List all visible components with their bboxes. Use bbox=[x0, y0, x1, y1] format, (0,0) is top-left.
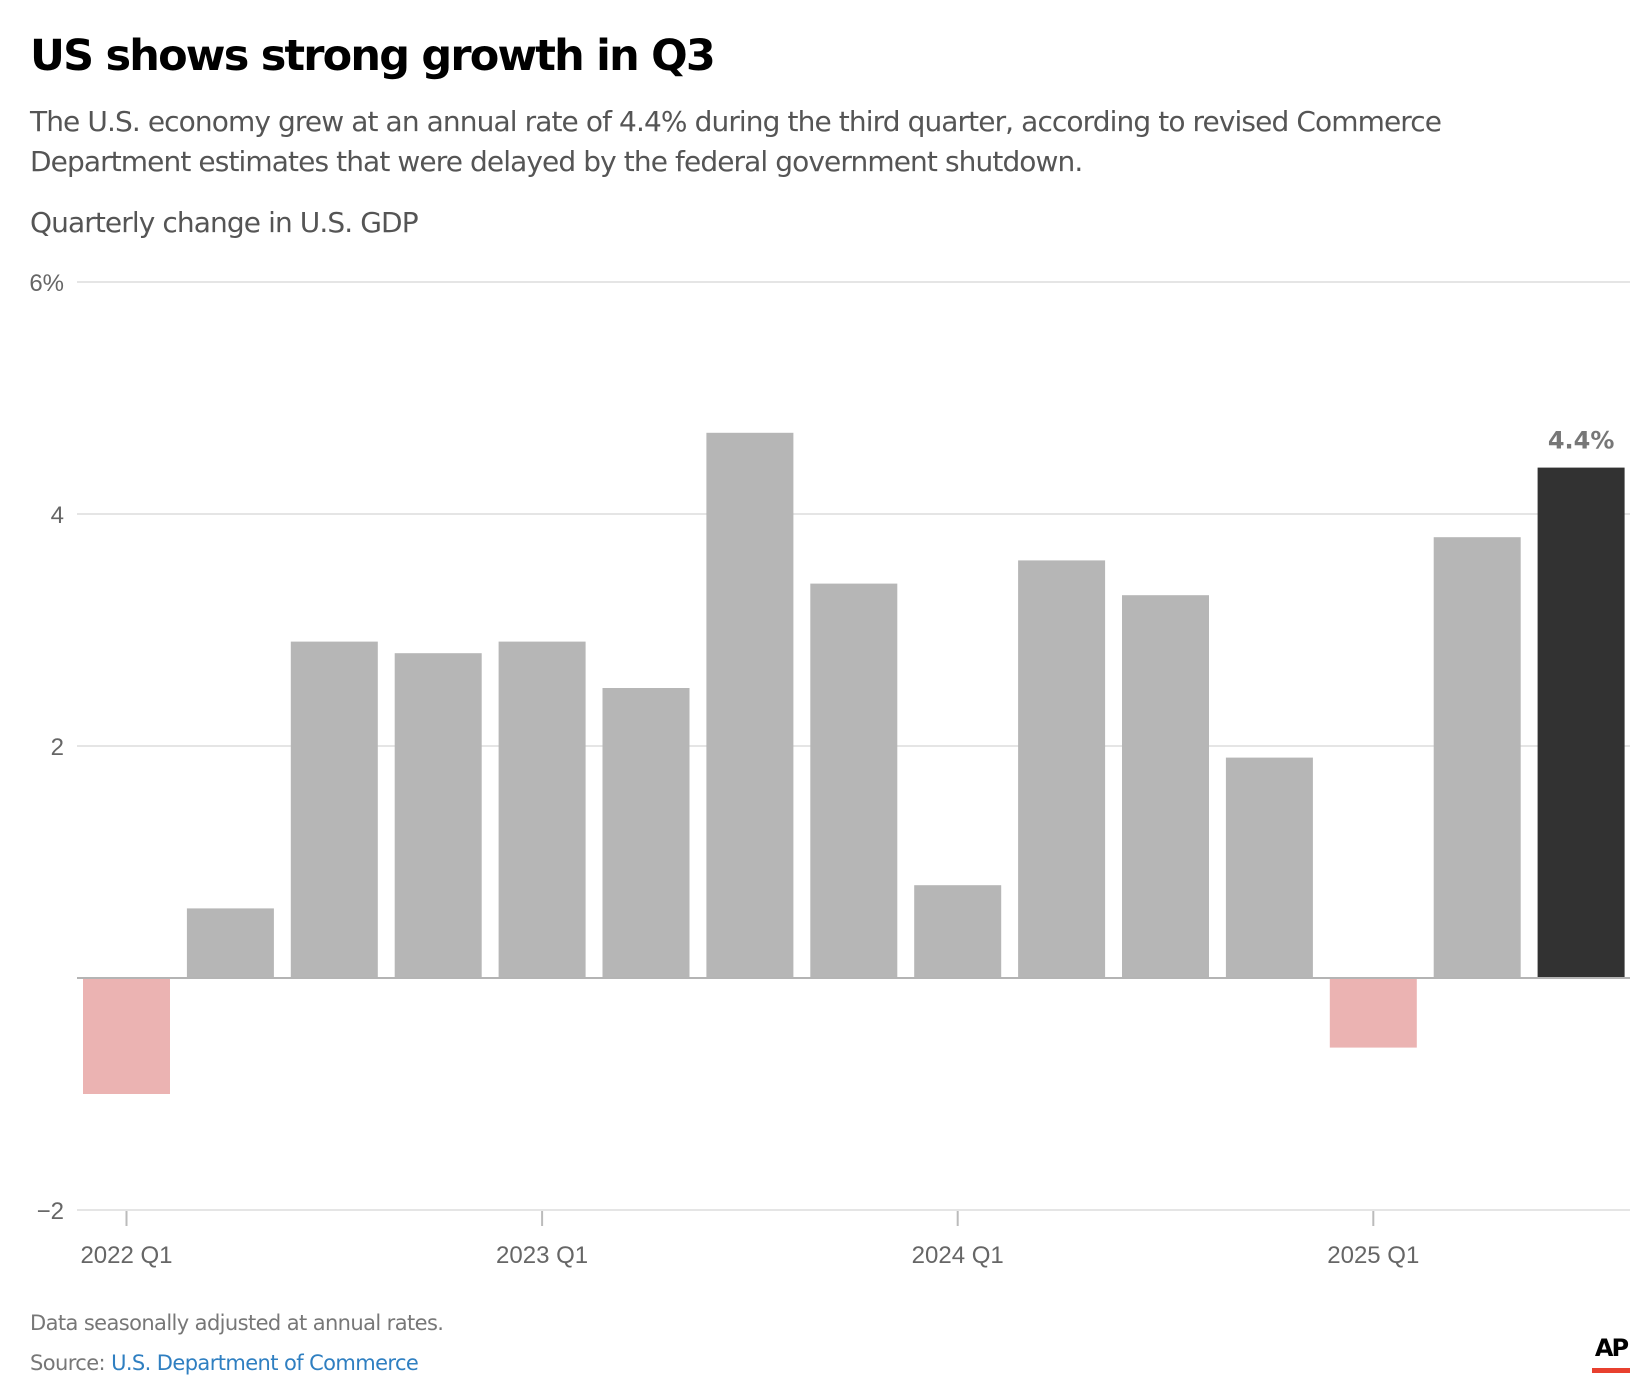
bar bbox=[1018, 560, 1106, 978]
source-link[interactable]: U.S. Department of Commerce bbox=[111, 1351, 419, 1375]
source-line: Source: U.S. Department of Commerce bbox=[30, 1348, 419, 1378]
ap-logo: AP bbox=[1590, 1334, 1632, 1376]
bar bbox=[1225, 757, 1313, 978]
bar bbox=[1537, 467, 1625, 978]
bars bbox=[83, 432, 1625, 1094]
bar bbox=[186, 908, 274, 978]
x-axis: 2022 Q1 2023 Q1 2024 Q1 2025 Q1 bbox=[80, 1211, 1419, 1269]
bar bbox=[706, 432, 794, 978]
bar bbox=[83, 978, 170, 1094]
ap-logo-text: AP bbox=[1594, 1334, 1629, 1362]
bar-chart: 6% 4 2 −2 2022 Q1 2023 Q1 2024 Q1 2025 Q1 4.4% bbox=[29, 270, 1630, 1269]
data-labels: 4.4% bbox=[1548, 427, 1615, 455]
bar bbox=[1122, 595, 1209, 978]
y-tick-label: 2 bbox=[51, 734, 64, 761]
bar bbox=[1433, 537, 1521, 978]
footnote: Data seasonally adjusted at annual rates… bbox=[30, 1311, 444, 1335]
source-prefix: Source: bbox=[30, 1351, 112, 1375]
subtitle-line: The U.S. economy grew at an annual rate … bbox=[30, 105, 1442, 138]
bar bbox=[290, 641, 378, 978]
chart-label: Quarterly change in U.S. GDP bbox=[30, 206, 419, 239]
x-tick-label: 2024 Q1 bbox=[912, 1242, 1004, 1269]
chart-subtitle: The U.S. economy grew at an annual rate … bbox=[30, 102, 1442, 182]
chart-title: US shows strong growth in Q3 bbox=[30, 31, 716, 81]
x-tick-label: 2023 Q1 bbox=[496, 1242, 588, 1269]
highlight-value-label: 4.4% bbox=[1548, 427, 1615, 455]
bar bbox=[498, 641, 586, 978]
bar bbox=[1329, 978, 1417, 1048]
x-tick-label: 2025 Q1 bbox=[1327, 1242, 1419, 1269]
y-axis-labels: 6% 4 2 −2 bbox=[29, 270, 64, 1225]
bar bbox=[602, 688, 690, 978]
subtitle-line: Department estimates that were delayed b… bbox=[30, 145, 1083, 178]
y-tick-label: 4 bbox=[51, 502, 64, 529]
bar bbox=[810, 583, 898, 978]
bar bbox=[394, 653, 482, 978]
y-tick-label: 6% bbox=[29, 270, 64, 297]
bar bbox=[914, 885, 1002, 978]
y-tick-label: −2 bbox=[37, 1198, 64, 1225]
ap-logo-underline bbox=[1592, 1368, 1630, 1373]
x-tick-label: 2022 Q1 bbox=[80, 1242, 172, 1269]
